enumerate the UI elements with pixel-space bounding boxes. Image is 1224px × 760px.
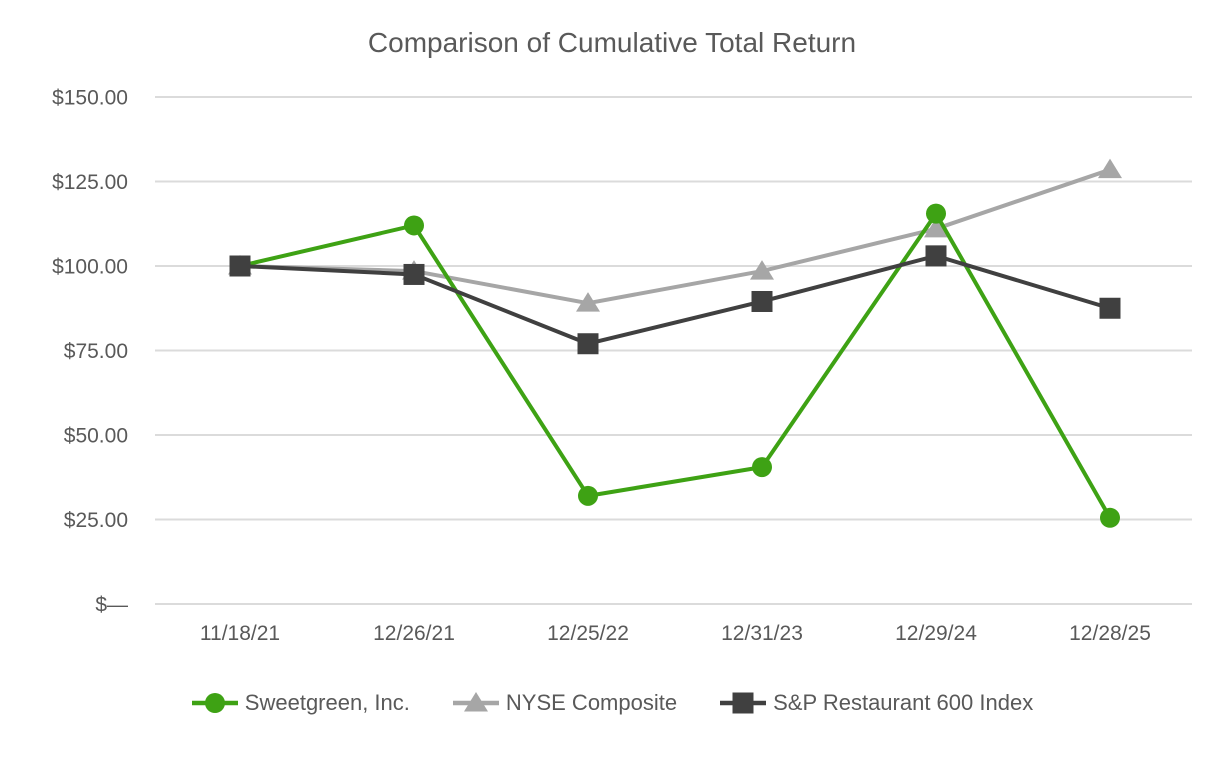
chart-legend: Sweetgreen, Inc. NYSE Composite S&P Rest…	[0, 690, 1224, 716]
data-point-sweetgreen-inc	[926, 203, 946, 224]
series-line-nyse-composite	[238, 167, 1112, 306]
series-line-sweetgreen-inc	[238, 211, 1112, 520]
legend-marker-shape	[732, 692, 754, 714]
square-marker-icon	[719, 690, 767, 716]
data-point-nyse-composite	[576, 292, 600, 312]
data-point-s-p-restaurant-600-index	[1099, 297, 1121, 319]
data-point-sweetgreen-inc	[1100, 507, 1120, 528]
square-marker-glyph	[720, 692, 767, 714]
chart-title: Comparison of Cumulative Total Return	[367, 27, 857, 58]
y-axis-tick-label: $75.00	[64, 340, 128, 363]
data-point-s-p-restaurant-600-index	[577, 333, 599, 355]
legend-item-sp-restaurant-600: S&P Restaurant 600 Index	[719, 690, 1033, 716]
data-point-s-p-restaurant-600-index	[751, 290, 773, 312]
circle-marker-icon	[191, 690, 239, 716]
legend-marker-shape	[204, 693, 225, 713]
x-axis-tick-label: 12/28/25	[1069, 622, 1151, 645]
triangle-marker-icon	[452, 690, 500, 716]
data-point-sweetgreen-inc	[752, 457, 772, 478]
data-point-sweetgreen-inc	[578, 485, 598, 506]
x-axis-tick-label: 12/26/21	[373, 622, 455, 645]
data-point-s-p-restaurant-600-index	[403, 263, 425, 285]
circle-marker-glyph	[191, 693, 238, 713]
legend-item-nyse-composite: NYSE Composite	[452, 690, 677, 716]
legend-item-label: S&P Restaurant 600 Index	[773, 690, 1034, 715]
data-point-nyse-composite	[750, 260, 774, 280]
triangle-marker-glyph	[452, 692, 499, 712]
y-axis-tick-label: $—	[95, 594, 128, 617]
x-axis-tick-label: 11/18/21	[200, 622, 280, 645]
legend-marker-shape	[463, 692, 488, 712]
data-point-nyse-composite	[924, 217, 948, 238]
y-axis-tick-label: $125.00	[52, 171, 128, 194]
y-axis-tick-label: $25.00	[64, 509, 128, 532]
y-axis-tick-label: $50.00	[64, 425, 128, 448]
legend-item-label: NYSE Composite	[505, 690, 678, 715]
y-axis-tick-label: $100.00	[52, 256, 128, 279]
data-point-nyse-composite	[1098, 158, 1122, 179]
data-point-s-p-restaurant-600-index	[925, 245, 947, 267]
x-axis-tick-label: 12/25/22	[547, 622, 629, 645]
series-line-s-p-restaurant-600-index	[238, 253, 1112, 346]
legend-item-sweetgreen: Sweetgreen, Inc.	[191, 690, 410, 716]
data-point-s-p-restaurant-600-index	[229, 255, 251, 277]
y-axis-tick-label: $150.00	[52, 87, 128, 110]
x-axis-tick-label: 12/29/24	[895, 622, 977, 645]
legend-item-label: Sweetgreen, Inc.	[244, 690, 410, 715]
data-point-sweetgreen-inc	[404, 215, 424, 236]
x-axis-tick-label: 12/31/23	[721, 622, 803, 645]
